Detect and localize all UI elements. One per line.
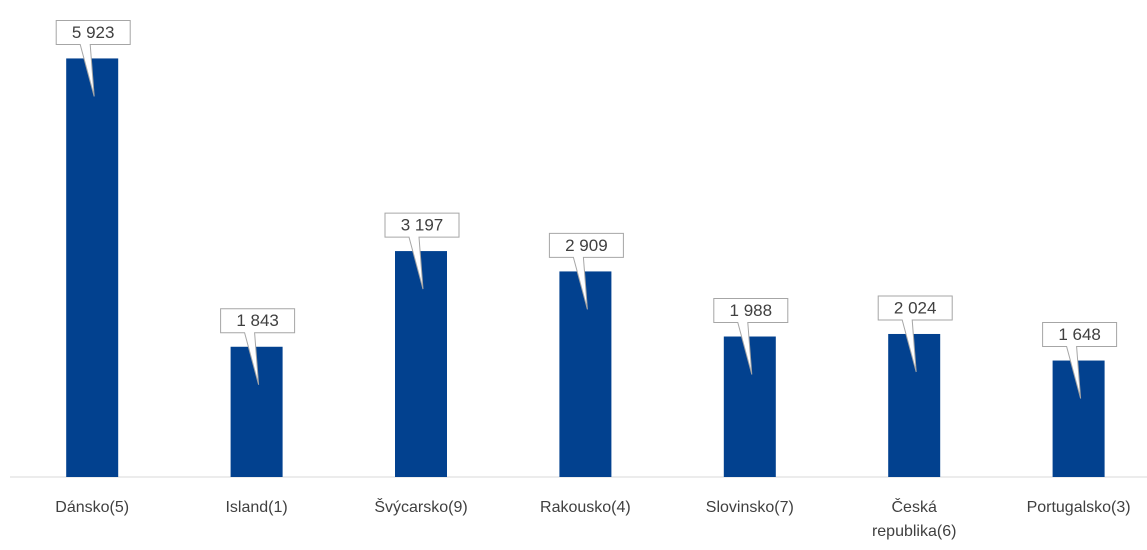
callout — [384, 212, 460, 290]
callout — [713, 298, 789, 375]
callout — [1042, 322, 1118, 399]
x-tick-label: Slovinsko(7) — [705, 499, 794, 516]
callout — [55, 19, 131, 97]
data-label: 2 909 — [565, 236, 608, 255]
data-label: 5 923 — [72, 23, 115, 42]
callout — [220, 308, 296, 385]
x-tick-label: Rakousko(4) — [540, 499, 631, 516]
bar — [66, 58, 119, 477]
bar — [395, 251, 447, 477]
data-label: 1 843 — [236, 311, 279, 330]
data-label: 1 648 — [1058, 325, 1101, 344]
x-tick-label: Island(1) — [225, 499, 288, 516]
bar — [559, 271, 612, 477]
x-tick-label: Dánsko(5) — [55, 499, 130, 516]
callout — [877, 295, 953, 373]
data-label: 3 197 — [401, 216, 444, 235]
data-label: 1 988 — [730, 301, 773, 320]
x-tick-label: Portugalsko(3) — [1026, 499, 1131, 516]
x-tick-label: Švýcarsko(9) — [374, 499, 468, 516]
x-tick-label: Česká republika(6) — [871, 499, 957, 540]
callout — [548, 232, 624, 310]
data-label: 2 024 — [894, 298, 937, 317]
